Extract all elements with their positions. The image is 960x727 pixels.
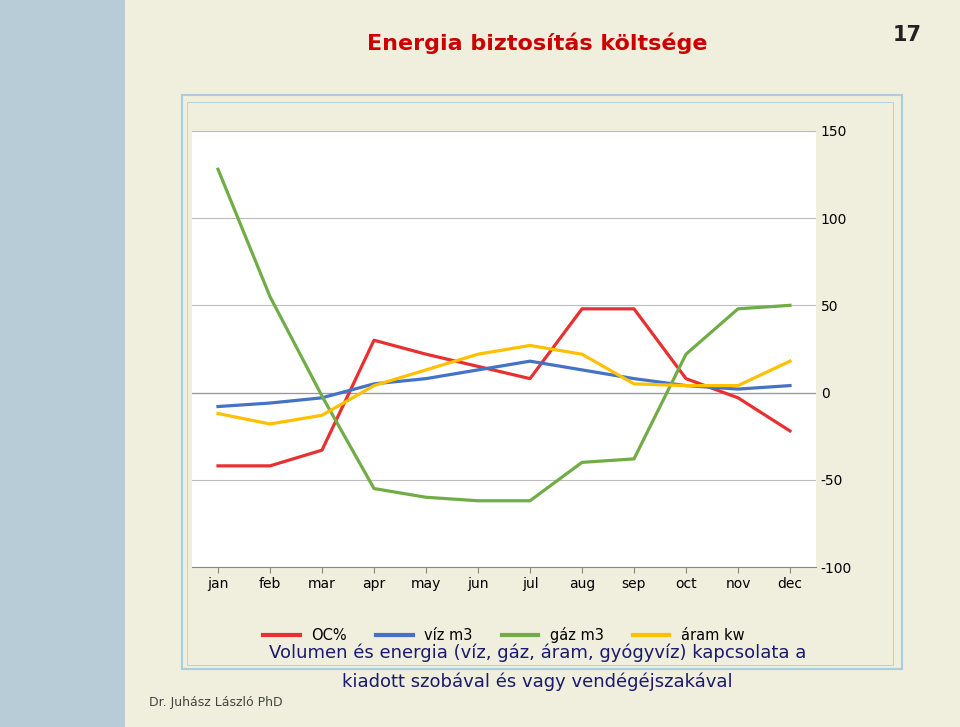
Text: Volumen és energia (víz, gáz, áram, gyógyvíz) kapcsolata a: Volumen és energia (víz, gáz, áram, gyóg…	[269, 643, 806, 662]
Text: Dr. Juhász László PhD: Dr. Juhász László PhD	[149, 696, 282, 709]
Text: 17: 17	[893, 25, 922, 46]
Text: kiadott szobával és vagy vendégéjszakával: kiadott szobával és vagy vendégéjszakáva…	[343, 672, 732, 691]
Legend: OC%, víz m3, gáz m3, áram kw: OC%, víz m3, gáz m3, áram kw	[263, 627, 745, 643]
Text: Energia biztosítás költsége: Energia biztosítás költsége	[368, 33, 708, 55]
